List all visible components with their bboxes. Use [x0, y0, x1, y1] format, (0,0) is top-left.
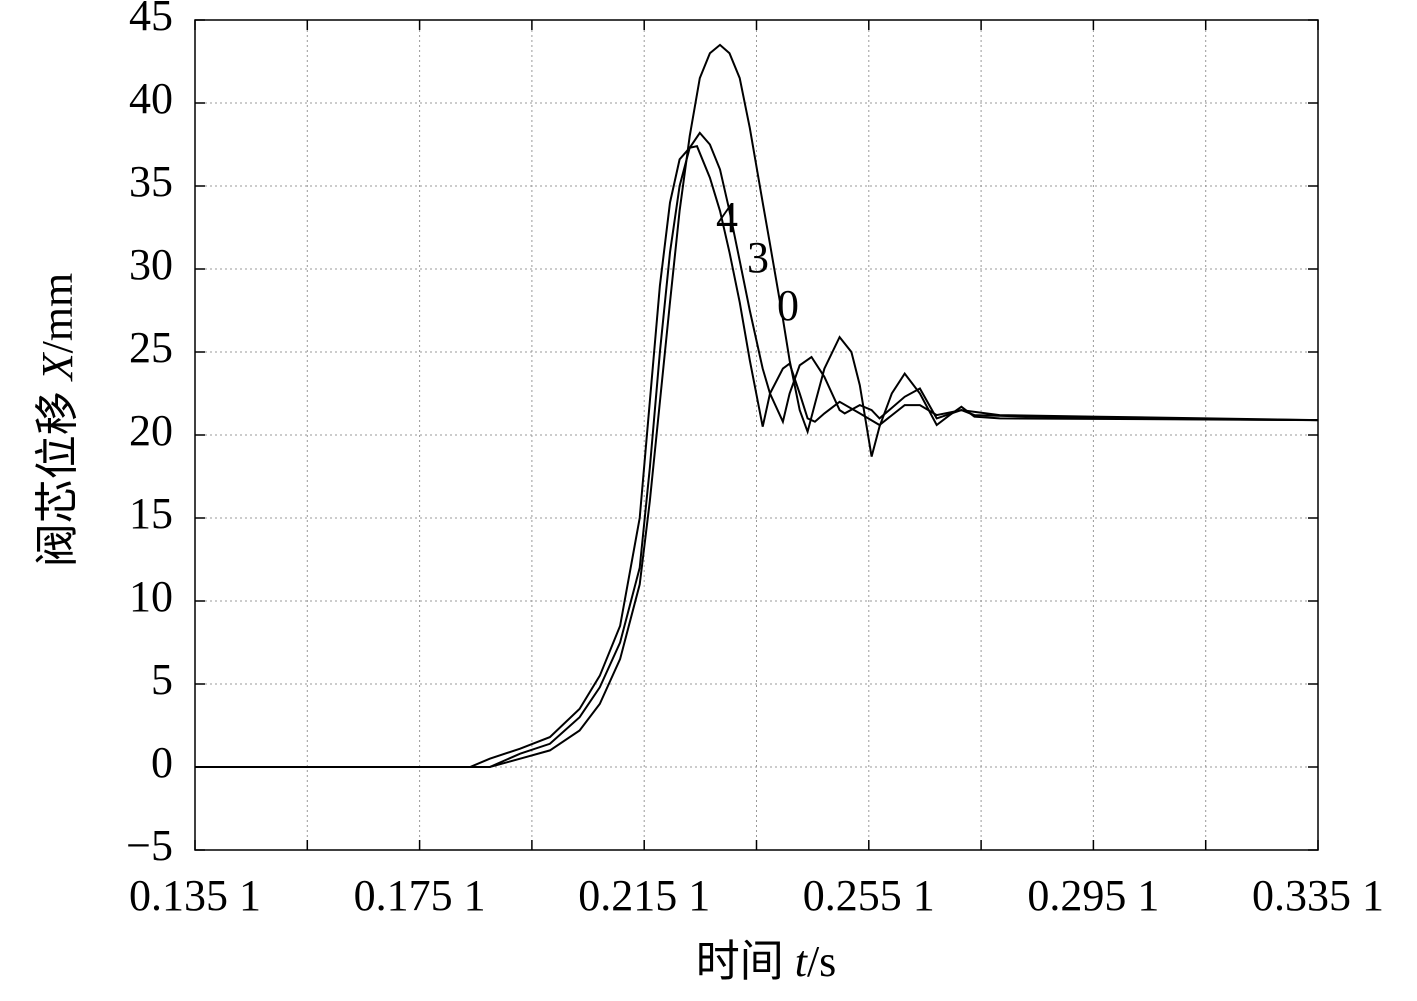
y-tick-label: 5 — [151, 655, 173, 704]
y-tick-label: 15 — [129, 489, 173, 538]
x-tick-label: 0.175 1 — [354, 871, 486, 920]
series-line — [195, 131, 1319, 768]
x-axis-label: 时间 t/s — [696, 937, 837, 986]
curve-label: 0 — [777, 281, 799, 330]
y-axis-label: 阀芯位移 X/mm — [33, 273, 82, 568]
y-tick-label: 0 — [151, 738, 173, 787]
x-tick-label: 0.335 1 — [1252, 871, 1384, 920]
x-tick-label: 0.295 1 — [1027, 871, 1159, 920]
y-tick-label: 25 — [129, 323, 173, 372]
series-line — [195, 43, 1319, 768]
x-tick-label: 0.135 1 — [129, 871, 261, 920]
plot-frame — [194, 19, 1319, 851]
curve-label: 3 — [747, 233, 769, 282]
y-tick-label: 40 — [129, 74, 173, 123]
y-tick-label: 20 — [129, 406, 173, 455]
y-tick-label: 45 — [129, 0, 173, 40]
y-tick-label: 10 — [129, 572, 173, 621]
y-tick-label: 35 — [129, 157, 173, 206]
x-tick-label: 0.255 1 — [803, 871, 935, 920]
y-tick-label: 30 — [129, 240, 173, 289]
series-line — [195, 145, 1319, 768]
y-tick-label: −5 — [126, 821, 173, 870]
x-tick-label: 0.215 1 — [578, 871, 710, 920]
